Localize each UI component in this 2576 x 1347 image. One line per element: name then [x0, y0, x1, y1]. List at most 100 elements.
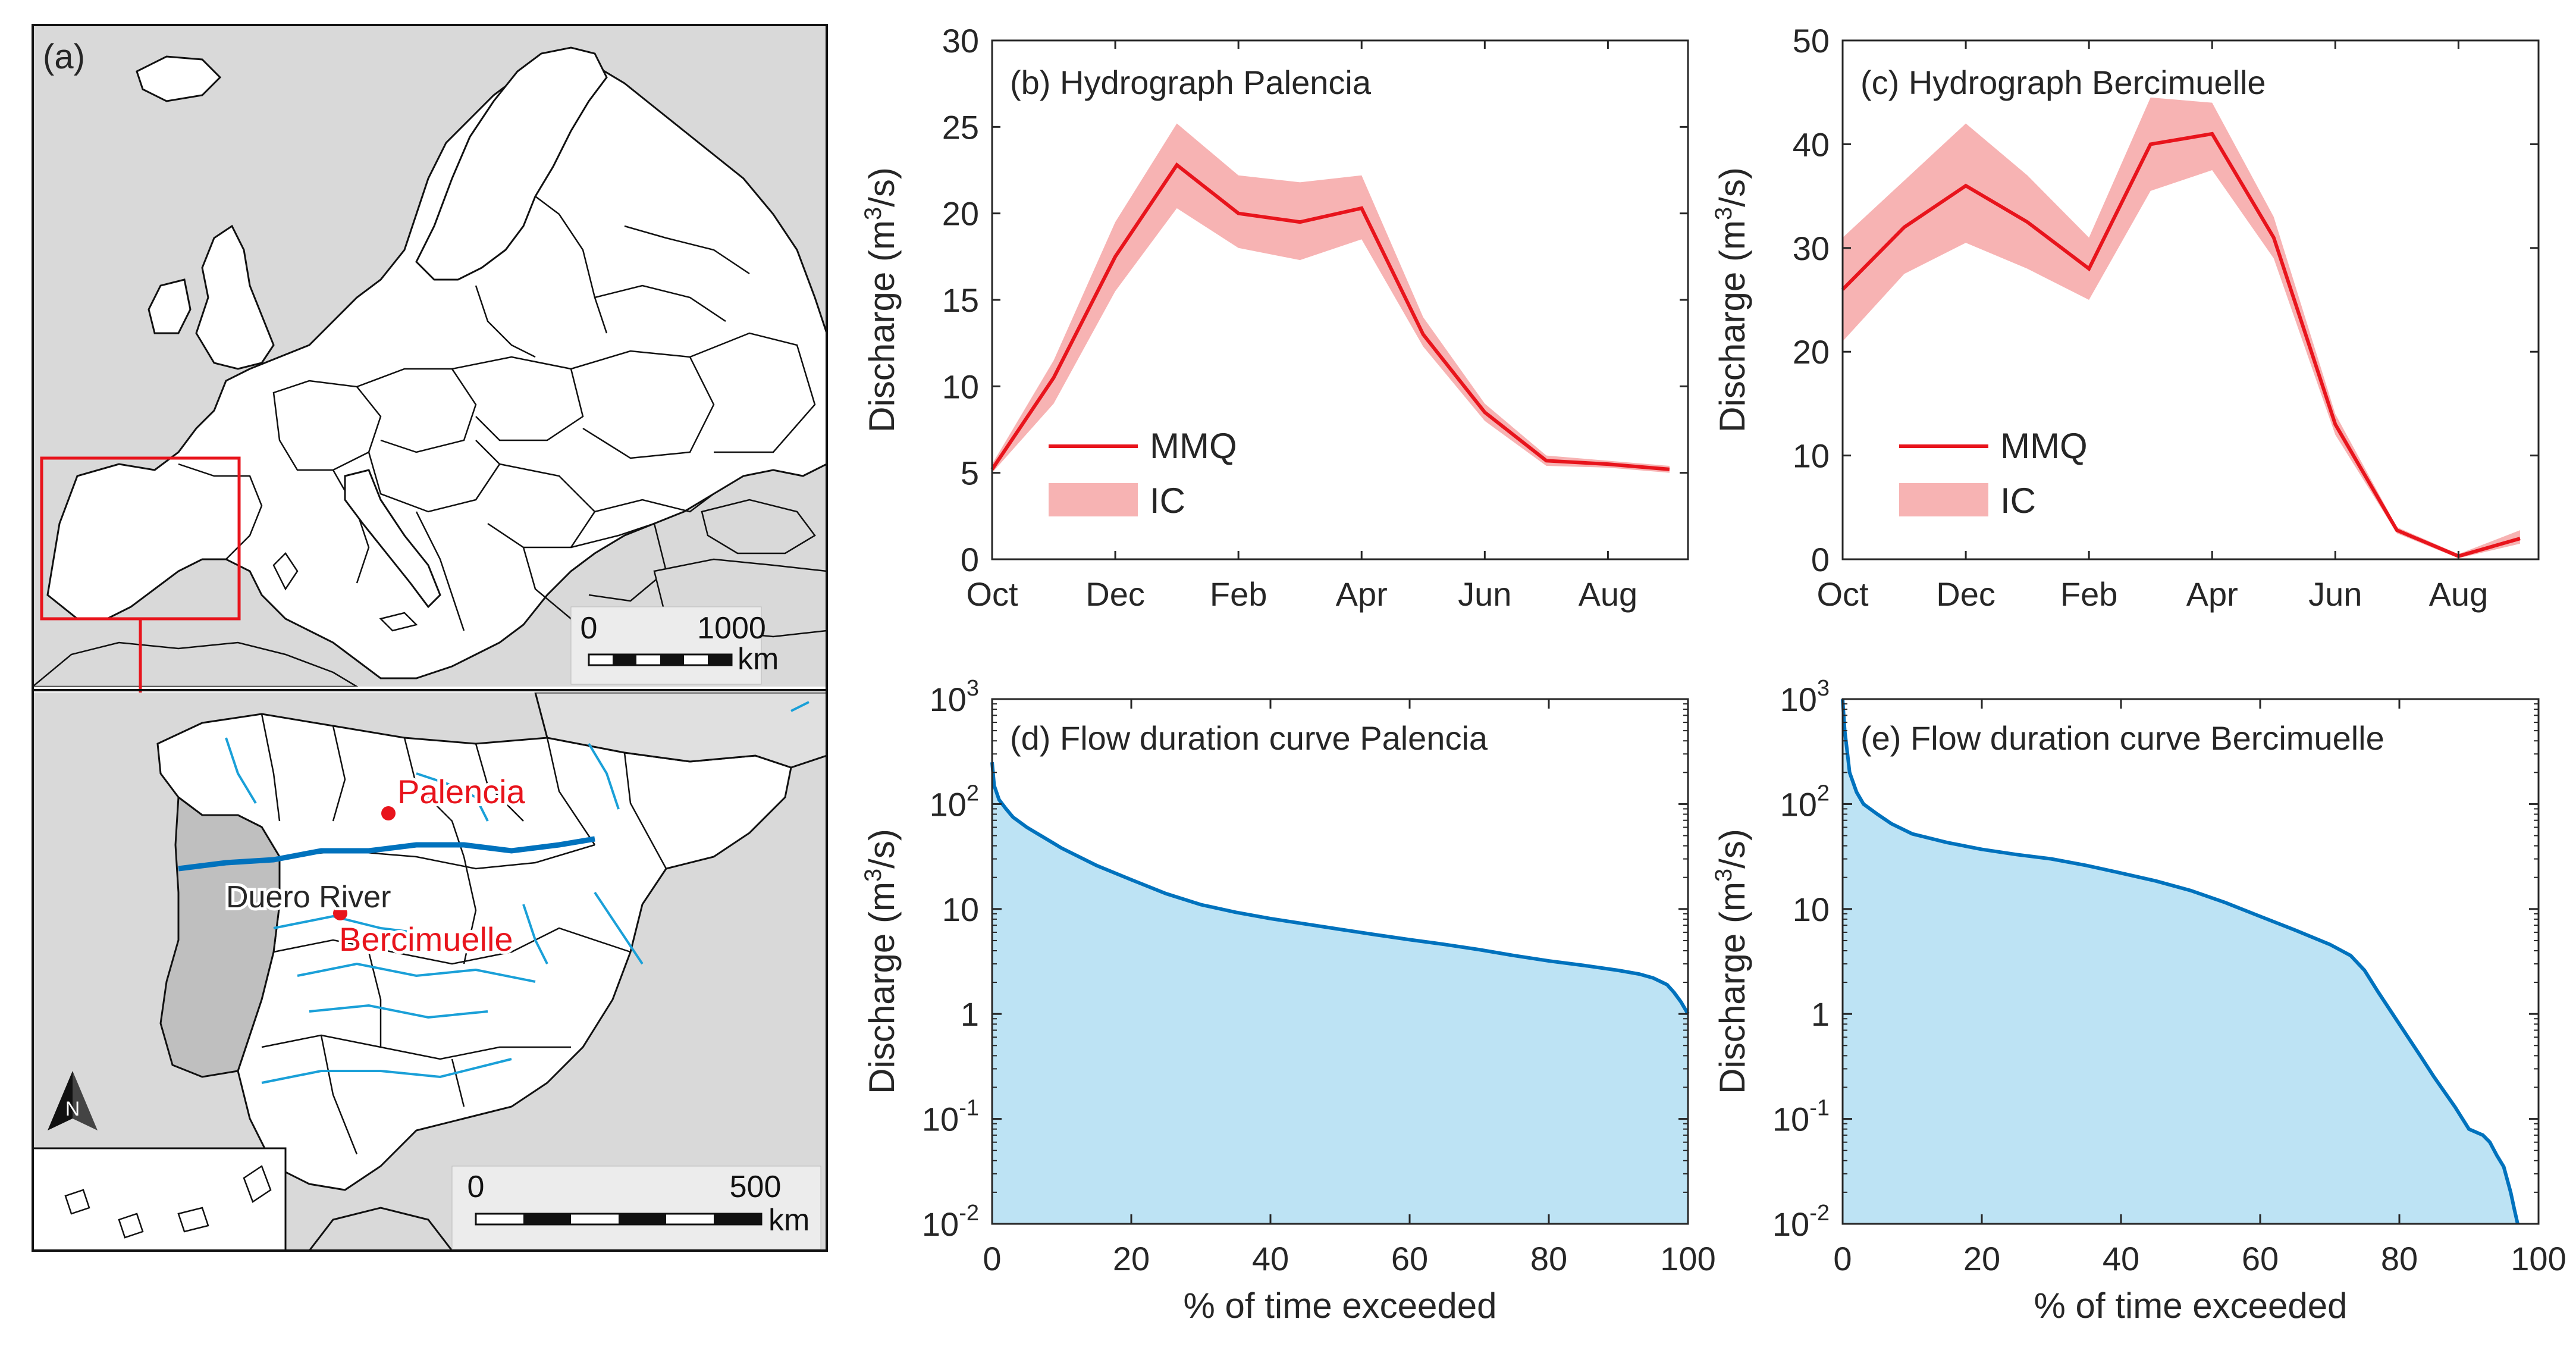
legend-ic-swatch: [1899, 483, 1988, 516]
canary-island: [177, 1207, 209, 1233]
chart-title: (d) Flow duration curve Palencia: [1010, 719, 1488, 757]
y-tick-label: 30: [1793, 230, 1830, 267]
y-tick-label: 0: [961, 541, 979, 578]
x-tick-label: Dec: [1085, 575, 1145, 613]
iceland: [136, 55, 222, 102]
x-tick-label: 40: [2103, 1240, 2139, 1277]
y-axis-label: Discharge (m3/s): [860, 829, 902, 1094]
y-tick-label: 5: [961, 455, 979, 492]
iberia-scale-unit: km: [768, 1203, 809, 1238]
chart-title: (e) Flow duration curve Bercimuelle: [1860, 719, 2384, 757]
chart-title: (c) Hydrograph Bercimuelle: [1860, 64, 2266, 101]
palencia-label: Palencia: [397, 773, 526, 810]
legend-ic-swatch: [1049, 483, 1138, 516]
x-tick-label: Oct: [966, 575, 1018, 613]
y-tick-label: 10: [942, 368, 979, 405]
mmq-line: [1841, 131, 2521, 558]
legend-ic-label: IC: [2000, 481, 2036, 521]
y-tick-label: 102: [1780, 781, 1830, 823]
region-borders: [261, 713, 667, 1155]
fdc-area: [1843, 699, 2518, 1224]
chart-panel-b: 0 5 10 15 20 25 30 Oct Dec Feb Apr Jun Aug (b) Hydrog…: [860, 22, 1689, 613]
x-tick-label: 100: [1660, 1240, 1715, 1277]
north-arrow-icon: N: [48, 1071, 98, 1130]
x-tick-label: 40: [1252, 1240, 1289, 1277]
fdc-area: [992, 762, 1688, 1224]
x-tick-label: Dec: [1936, 575, 1995, 613]
y-tick-label: 10-1: [922, 1096, 979, 1138]
sardinia: [272, 552, 299, 591]
ic-band: [992, 123, 1670, 473]
x-axis-label: % of time exceeded: [1184, 1286, 1497, 1326]
y-tick-label: 20: [1793, 333, 1830, 371]
duero-river-label: Duero River: [226, 880, 391, 914]
europe-scale-start: 0: [581, 611, 598, 646]
y-tick-label: 103: [930, 676, 979, 718]
x-axis-label: % of time exceeded: [2034, 1286, 2348, 1326]
y-tick-label: 0: [1811, 541, 1830, 578]
x-tick-label: 100: [2511, 1240, 2566, 1277]
x-tick-label: 0: [983, 1240, 1001, 1277]
chart-title: (b) Hydrograph Palencia: [1010, 64, 1372, 101]
morocco: [308, 1207, 453, 1251]
x-tick-label: 80: [1530, 1240, 1567, 1277]
palencia-marker: [381, 806, 396, 820]
duero-river: [178, 836, 595, 872]
x-tick-label: Jun: [1458, 575, 1511, 613]
y-tick-label: 10: [1793, 437, 1830, 475]
map-panel-label: (a): [43, 37, 85, 76]
y-tick-label: 40: [1793, 126, 1830, 163]
y-tick-label: 50: [1793, 22, 1830, 59]
x-tick-label: 20: [1113, 1240, 1150, 1277]
europe-scale-unit: km: [738, 642, 779, 676]
x-tick-label: Aug: [1579, 575, 1638, 613]
y-tick-label: 1: [961, 995, 979, 1033]
y-tick-label: 25: [942, 108, 979, 146]
fdc-line: [990, 762, 1690, 1015]
x-tick-label: 0: [1833, 1240, 1852, 1277]
black-sea: [701, 499, 816, 555]
country-borders: [178, 196, 816, 655]
canary-island: [243, 1165, 272, 1203]
x-tick-label: Jun: [2308, 575, 2362, 613]
iberia-map: 0 500 km N Palencia Bercimuelle Duero Ri…: [33, 693, 827, 1251]
x-tick-label: Apr: [2186, 575, 2238, 613]
north-label: N: [65, 1098, 80, 1120]
legend-ic-label: IC: [1150, 481, 1185, 521]
legend-mmq-label: MMQ: [2000, 426, 2088, 466]
great-britain: [195, 224, 275, 370]
y-axis-label: Discharge (m3/s): [1711, 167, 1752, 433]
canary-island: [64, 1189, 90, 1215]
europe-scale-bar: 0 1000 km: [570, 606, 779, 685]
iberia-scale-bar: 0 500 km: [451, 1166, 821, 1250]
bercimuelle-marker: [333, 906, 347, 920]
chart-panel-d: 10-2 10-1 1 10 102 103 0 20 40 60 80 100 % of time e…: [860, 676, 1716, 1326]
rivers: [225, 701, 809, 1084]
x-tick-label: 20: [1963, 1240, 2000, 1277]
iberia-scale-end: 500: [730, 1170, 782, 1204]
bercimuelle-label: Bercimuelle: [339, 920, 513, 958]
x-tick-label: Feb: [1210, 575, 1267, 613]
europe-map: 0 1000 km: [33, 25, 827, 687]
europe-landmass: [46, 55, 827, 679]
y-tick-label: 15: [942, 281, 979, 319]
x-tick-label: Oct: [1816, 575, 1869, 613]
y-axis-label: Discharge (m3/s): [1711, 829, 1752, 1094]
y-tick-label: 102: [930, 781, 979, 823]
y-tick-label: 10-2: [922, 1201, 979, 1243]
map-frame: [32, 24, 828, 1252]
italy: [344, 469, 441, 609]
plot-frame: [1841, 39, 2540, 560]
x-tick-label: Aug: [2429, 575, 2489, 613]
y-tick-label: 103: [1780, 676, 1830, 718]
chart-panel-c: 0 10 20 30 40 50 Oct Dec Feb Apr Jun Aug (c) Hydrogr…: [1711, 22, 2540, 613]
canary-island: [118, 1213, 144, 1239]
y-tick-label: 10-1: [1772, 1096, 1830, 1138]
europe-scale-end: 1000: [697, 611, 766, 646]
y-tick-label: 10: [1793, 891, 1830, 928]
y-tick-label: 10-2: [1772, 1201, 1830, 1243]
y-tick-label: 30: [942, 22, 979, 59]
iberia-scale-start: 0: [467, 1170, 485, 1204]
